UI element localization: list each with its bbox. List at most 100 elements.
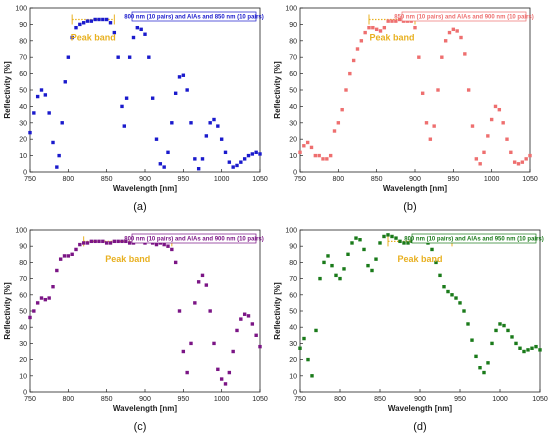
- data-point: [455, 29, 459, 33]
- peak-band-label: Peak band: [71, 33, 116, 43]
- data-point: [97, 239, 101, 244]
- y-tick-label: 70: [19, 55, 27, 62]
- y-tick-label: 40: [289, 104, 297, 111]
- data-point: [502, 323, 506, 328]
- y-tick-label: 90: [289, 22, 297, 29]
- data-point: [223, 150, 228, 155]
- y-tick-label: 50: [19, 88, 27, 95]
- data-point: [298, 346, 302, 350]
- data-point: [526, 348, 530, 352]
- data-point: [127, 55, 132, 59]
- x-tick-label: 750: [24, 396, 36, 403]
- y-tick-label: 50: [289, 88, 297, 95]
- data-point: [310, 374, 314, 378]
- data-point: [520, 160, 525, 164]
- legend-entry: 850 nm (10 pairs) and AlAs and 900 nm (1…: [394, 15, 534, 21]
- data-point: [366, 263, 370, 268]
- y-tick-label: 40: [19, 325, 27, 332]
- panel-caption: (c): [134, 421, 147, 433]
- x-axis-label: Wavelength [nm]: [113, 184, 177, 193]
- y-tick-label: 10: [19, 373, 27, 380]
- data-point: [154, 242, 159, 247]
- data-point: [374, 27, 379, 32]
- data-point: [510, 335, 514, 339]
- data-point: [382, 234, 386, 239]
- x-tick-label: 850: [101, 396, 113, 403]
- x-tick-label: 900: [139, 176, 151, 183]
- data-point: [57, 153, 61, 158]
- data-point: [166, 244, 170, 248]
- data-point: [189, 121, 193, 125]
- y-tick-label: 20: [289, 357, 297, 364]
- data-point: [462, 309, 466, 313]
- data-point: [354, 236, 358, 240]
- data-point: [478, 162, 482, 166]
- data-point: [223, 382, 228, 386]
- data-point: [397, 17, 402, 22]
- legend-entry: 800 nm (10 pairs) and AlAs and 900 nm (1…: [124, 237, 264, 243]
- data-point: [325, 157, 329, 161]
- data-point: [505, 137, 509, 141]
- y-tick-label: 0: [293, 170, 297, 177]
- data-point: [39, 88, 44, 92]
- data-point: [170, 121, 174, 125]
- y-tick-label: 0: [293, 390, 297, 397]
- data-point: [362, 247, 366, 252]
- data-point: [398, 239, 402, 244]
- y-tick-label: 50: [289, 309, 297, 316]
- data-point: [150, 96, 155, 100]
- x-tick-label: 800: [62, 396, 74, 403]
- data-point: [522, 349, 526, 354]
- panel-caption: (a): [133, 201, 146, 213]
- x-axis-label: Wavelength [nm]: [388, 404, 452, 413]
- data-point: [108, 21, 113, 25]
- data-point: [474, 354, 478, 359]
- data-point: [166, 150, 170, 155]
- data-point: [538, 348, 542, 352]
- y-tick-label: 80: [289, 260, 297, 267]
- data-point: [212, 341, 216, 346]
- data-point: [482, 150, 486, 155]
- data-point: [358, 238, 362, 242]
- y-tick-label: 30: [19, 120, 27, 127]
- data-point: [420, 91, 425, 95]
- chart-panel-3: 750 800 850 900 950 1000 1050 0 10 20 30 40 50 60 70 80…: [3, 228, 268, 434]
- x-tick-label: 800: [332, 176, 344, 183]
- data-point: [93, 17, 97, 22]
- data-point: [208, 121, 212, 125]
- x-tick-label: 1050: [252, 396, 268, 403]
- x-tick-label: 900: [139, 396, 151, 403]
- data-point: [193, 157, 197, 161]
- y-tick-label: 100: [285, 228, 297, 235]
- data-point: [501, 121, 505, 125]
- data-point: [313, 153, 318, 158]
- data-point: [470, 338, 474, 342]
- data-point: [342, 267, 346, 271]
- x-tick-label: 1000: [214, 396, 230, 403]
- data-point: [81, 241, 86, 245]
- x-tick-label: 1000: [214, 176, 230, 183]
- data-point: [494, 328, 498, 333]
- x-tick-label: 750: [294, 396, 306, 403]
- data-point: [506, 328, 510, 333]
- data-point: [394, 19, 398, 23]
- x-tick-label: 950: [454, 396, 466, 403]
- data-point: [227, 160, 232, 164]
- data-point: [177, 309, 182, 313]
- data-point: [478, 366, 482, 370]
- data-point: [450, 293, 454, 297]
- data-point: [497, 107, 502, 112]
- data-point: [74, 247, 78, 252]
- y-tick-label: 80: [19, 260, 27, 267]
- data-point: [189, 341, 193, 346]
- data-point: [428, 137, 433, 141]
- plot-frame: [299, 7, 531, 173]
- data-point: [386, 19, 390, 23]
- data-point: [534, 344, 538, 349]
- x-axis-label: Wavelength [nm]: [113, 404, 177, 413]
- legend-entry: 800 nm (10 pairs) and AlAs and 850 nm (1…: [124, 15, 264, 21]
- data-point: [116, 55, 120, 59]
- y-axis-label: Reflectivity [%]: [273, 282, 282, 340]
- x-tick-label: 850: [374, 396, 386, 403]
